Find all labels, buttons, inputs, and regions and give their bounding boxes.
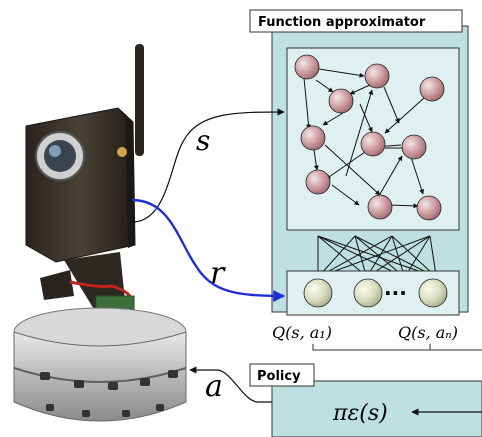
reward-label: r (210, 256, 226, 291)
hidden-node (419, 76, 445, 102)
policy-formula: πε(s) (332, 401, 388, 426)
hidden-nodes (294, 54, 445, 221)
state-arrow (131, 108, 285, 223)
hidden-node (416, 195, 442, 221)
hidden-node (300, 125, 326, 151)
hidden-node (328, 88, 354, 114)
hidden-node (360, 131, 386, 157)
q-label-first: Q(s, a₁) (272, 323, 332, 342)
policy-panel (271, 380, 482, 437)
hidden-node (305, 169, 331, 195)
action-arrow (189, 366, 272, 403)
output-node (418, 278, 448, 308)
action-label: a (205, 369, 223, 404)
output-ellipsis: ··· (384, 281, 407, 305)
hidden-edges (303, 68, 425, 209)
output-node (353, 278, 383, 308)
antenna-icon (135, 44, 144, 156)
hidden-node (401, 134, 427, 160)
function-approximator-title: Function approximator (258, 15, 426, 30)
policy: Policy πε(s) (249, 363, 482, 437)
function-approximator: Function approximator (249, 9, 469, 316)
hidden-node (364, 63, 390, 89)
robot-image (13, 44, 187, 422)
q-to-policy-connector (312, 344, 482, 351)
policy-title: Policy (257, 369, 301, 384)
q-label-last: Q(s, aₙ) (398, 323, 458, 342)
output-node (303, 278, 333, 308)
function-approximator-title-box (249, 9, 463, 33)
hidden-node (367, 194, 393, 220)
hidden-node (294, 54, 320, 80)
state-label: s (196, 124, 210, 157)
reward-arrow (131, 198, 286, 302)
camera-icon (25, 107, 136, 263)
output-edges (315, 235, 438, 276)
policy-title-box (249, 363, 315, 387)
